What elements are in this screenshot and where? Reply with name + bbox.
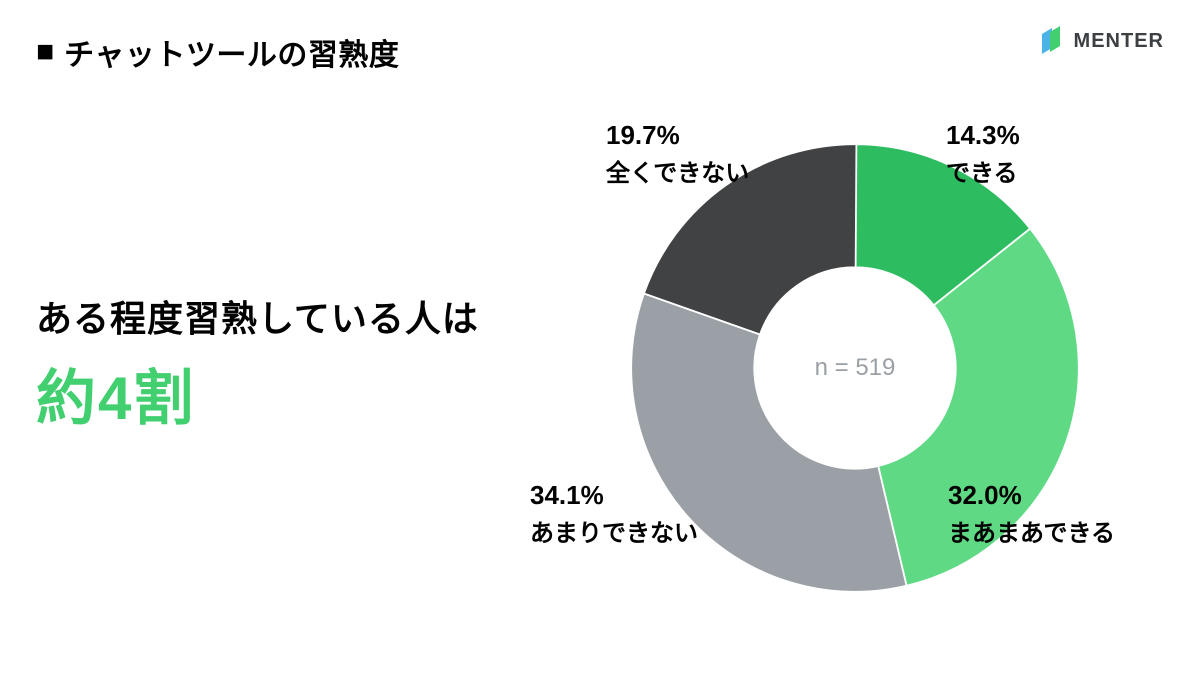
slide-title: ■ チャットツールの習熟度 (36, 30, 399, 74)
donut-chart: n = 519 14.3% できる 32.0% まあまあできる 34.1% あま… (540, 68, 1160, 648)
slice-label-somewhat-can: 32.0% まあまあできる (948, 480, 1115, 548)
headline-line2: 約4割 (36, 350, 479, 437)
logo-icon (1042, 26, 1068, 56)
headline-line1: ある程度習熟している人は (36, 290, 479, 342)
slice-label-cannot: 19.7% 全くできない (606, 120, 749, 188)
slice-label-not-really: 34.1% あまりできない (530, 480, 698, 548)
logo-text: MENTER (1074, 30, 1164, 53)
brand-logo: MENTER (1042, 26, 1164, 56)
title-text: チャットツールの習熟度 (64, 30, 399, 74)
headline: ある程度習熟している人は 約4割 (36, 290, 479, 437)
donut-center-label: n = 519 (800, 354, 910, 382)
title-bullet: ■ (36, 35, 54, 69)
slice-label-can: 14.3% できる (946, 120, 1020, 188)
